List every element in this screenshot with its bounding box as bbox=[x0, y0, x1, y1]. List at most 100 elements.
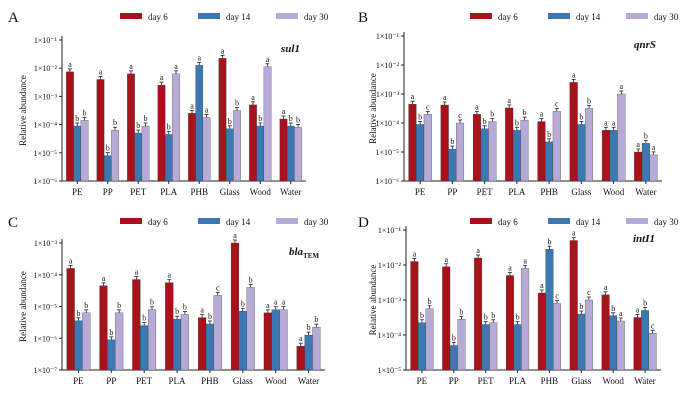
significance-letter: a bbox=[266, 55, 270, 64]
x-tick-label: PP bbox=[447, 187, 457, 197]
significance-letter: a bbox=[251, 93, 255, 102]
gene-label-main: sul bbox=[280, 43, 295, 55]
x-tick-label: PE bbox=[415, 187, 426, 197]
y-tick-label: 1×10⁻⁴ bbox=[375, 119, 399, 128]
bar-day14 bbox=[417, 322, 426, 371]
bar-day6 bbox=[634, 151, 643, 182]
gene-label-suffix: 1 bbox=[295, 43, 301, 55]
gene-label-main: intI bbox=[633, 233, 650, 245]
y-tick-label: 1×10⁻⁵ bbox=[377, 366, 401, 375]
significance-letter: b bbox=[643, 299, 647, 308]
significance-letter: b bbox=[106, 144, 110, 153]
x-tick-label: Water bbox=[634, 376, 655, 386]
bar-day14 bbox=[609, 315, 618, 371]
significance-letter: c bbox=[555, 292, 559, 301]
y-tick-label: 1×10⁻⁵ bbox=[375, 148, 399, 157]
gene-label: intI1 bbox=[633, 233, 655, 245]
panel-letter: C bbox=[8, 215, 18, 231]
bar-day14 bbox=[577, 313, 586, 371]
legend-swatch-day14 bbox=[198, 13, 220, 19]
bar-day6 bbox=[132, 279, 141, 371]
bar-day6 bbox=[99, 285, 108, 371]
significance-letter: b bbox=[491, 311, 495, 320]
legend-swatch-day6 bbox=[120, 13, 142, 19]
significance-letter: a bbox=[572, 70, 576, 79]
bar-day14 bbox=[225, 128, 234, 182]
significance-letter: a bbox=[190, 101, 194, 110]
bar-day14 bbox=[641, 310, 650, 371]
bar-day30 bbox=[147, 309, 157, 371]
significance-letter: a bbox=[174, 62, 178, 71]
significance-letter: a bbox=[411, 92, 415, 101]
significance-letter: a bbox=[636, 140, 640, 149]
gene-label: qnrS bbox=[634, 39, 656, 51]
legend-swatch-day30 bbox=[626, 218, 648, 224]
y-tick-label: 1×10⁻³ bbox=[34, 239, 58, 248]
bar-day6 bbox=[263, 312, 272, 371]
significance-letter: b bbox=[523, 108, 527, 117]
bar-day6 bbox=[249, 104, 257, 182]
gene-label-suffix: S bbox=[650, 39, 656, 51]
bar-day30 bbox=[180, 314, 189, 371]
significance-letter: a bbox=[129, 62, 133, 71]
legend-label-day30: day 30 bbox=[654, 217, 679, 227]
bar-day14 bbox=[449, 345, 458, 371]
bar-day6 bbox=[127, 73, 135, 182]
legend-label-day30: day 30 bbox=[654, 12, 679, 22]
bar-day30 bbox=[312, 326, 321, 371]
bar-day30 bbox=[520, 119, 529, 182]
significance-letter: b bbox=[109, 328, 113, 337]
x-tick-label: PP bbox=[449, 376, 459, 386]
bar-day6 bbox=[66, 71, 74, 182]
y-tick-label: 1×10⁻⁶ bbox=[375, 177, 399, 186]
bar-day30 bbox=[521, 268, 530, 371]
bar-day30 bbox=[213, 295, 222, 371]
y-tick-label: 1×10⁻³ bbox=[376, 90, 400, 99]
y-tick-label: 1×10⁻³ bbox=[34, 92, 58, 101]
bar-day6 bbox=[569, 240, 578, 371]
x-tick-label: Wood bbox=[250, 187, 272, 197]
gene-label-main: bla bbox=[289, 246, 304, 258]
x-tick-label: Glass bbox=[571, 187, 591, 197]
significance-letter: b bbox=[142, 314, 146, 323]
bar-day14 bbox=[577, 124, 586, 182]
significance-letter: a bbox=[282, 107, 286, 116]
significance-letter: b bbox=[76, 309, 80, 318]
legend-swatch-day14 bbox=[548, 218, 570, 224]
legend-label-day6: day 6 bbox=[148, 12, 168, 22]
bar-day14 bbox=[545, 141, 554, 182]
significance-letter: a bbox=[135, 268, 139, 277]
x-tick-label: Glass bbox=[571, 376, 591, 386]
y-tick-label: 1×10⁻⁴ bbox=[377, 331, 401, 340]
bar-day30 bbox=[233, 110, 241, 182]
x-tick-label: PET bbox=[130, 187, 147, 197]
bar-day6 bbox=[279, 118, 288, 182]
bar-day30 bbox=[648, 333, 657, 371]
significance-letter: b bbox=[150, 298, 154, 307]
gene-label-suffix: 1 bbox=[650, 233, 656, 245]
bar-day30 bbox=[584, 299, 593, 371]
significance-letter: b bbox=[84, 301, 88, 310]
x-tick-label: PLA bbox=[160, 187, 178, 197]
significance-letter: a bbox=[572, 229, 576, 238]
significance-letter: b bbox=[208, 312, 212, 321]
panel-letter: B bbox=[358, 10, 368, 26]
bar-day6 bbox=[442, 266, 451, 371]
bar-day14 bbox=[195, 65, 204, 182]
y-tick-label: 1×10⁻⁷ bbox=[33, 366, 57, 375]
bar-day14 bbox=[103, 155, 112, 182]
bar-day6 bbox=[569, 82, 578, 182]
significance-letter: a bbox=[523, 257, 527, 266]
x-tick-label: PP bbox=[103, 187, 113, 197]
significance-letter: a bbox=[167, 271, 171, 280]
significance-letter: a bbox=[476, 246, 480, 255]
significance-letter: c bbox=[426, 102, 430, 111]
significance-letter: a bbox=[266, 301, 270, 310]
significance-letter: b bbox=[136, 121, 140, 130]
legend-swatch-day6 bbox=[470, 218, 492, 224]
y-axis-title: Relative abundance bbox=[18, 75, 28, 146]
